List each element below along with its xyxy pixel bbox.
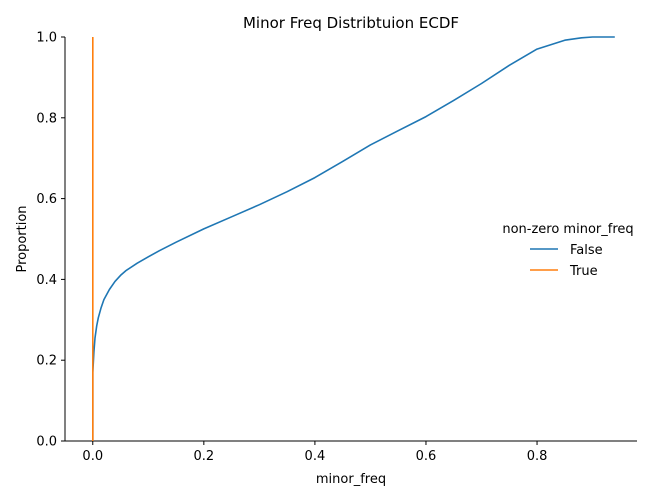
x-tick-label: 0.0: [82, 449, 103, 464]
y-tick-label: 1.0: [36, 31, 57, 46]
y-axis-ticks: 0.0 0.2 0.4 0.6 0.8 1.0: [36, 31, 65, 450]
y-tick-label: 0.4: [36, 273, 57, 288]
x-tick-label: 0.4: [305, 449, 326, 464]
y-tick-label: 0.8: [36, 111, 57, 126]
chart-title: Minor Freq Distribtuion ECDF: [243, 14, 459, 32]
legend: non-zero minor_freq False True: [502, 222, 633, 279]
y-axis-title: Proportion: [15, 205, 30, 272]
legend-label-false: False: [570, 243, 603, 258]
series-line-false: [92, 36, 615, 441]
series-layer: [92, 36, 615, 441]
legend-label-true: True: [569, 264, 598, 279]
legend-items: False True: [530, 243, 603, 279]
axes: 0.0 0.2 0.4 0.6 0.8 0.0 0.2 0.4 0.6 0.8 1.0: [36, 31, 637, 464]
legend-title: non-zero minor_freq: [502, 222, 633, 237]
x-axis-title: minor_freq: [316, 472, 386, 487]
y-tick-label: 0.6: [36, 192, 57, 207]
x-tick-label: 0.2: [193, 449, 214, 464]
y-tick-label: 0.0: [36, 435, 57, 450]
x-tick-label: 0.6: [416, 449, 437, 464]
x-axis-ticks: 0.0 0.2 0.4 0.6 0.8: [82, 441, 547, 464]
y-tick-label: 0.2: [36, 354, 57, 369]
x-tick-label: 0.8: [527, 449, 548, 464]
